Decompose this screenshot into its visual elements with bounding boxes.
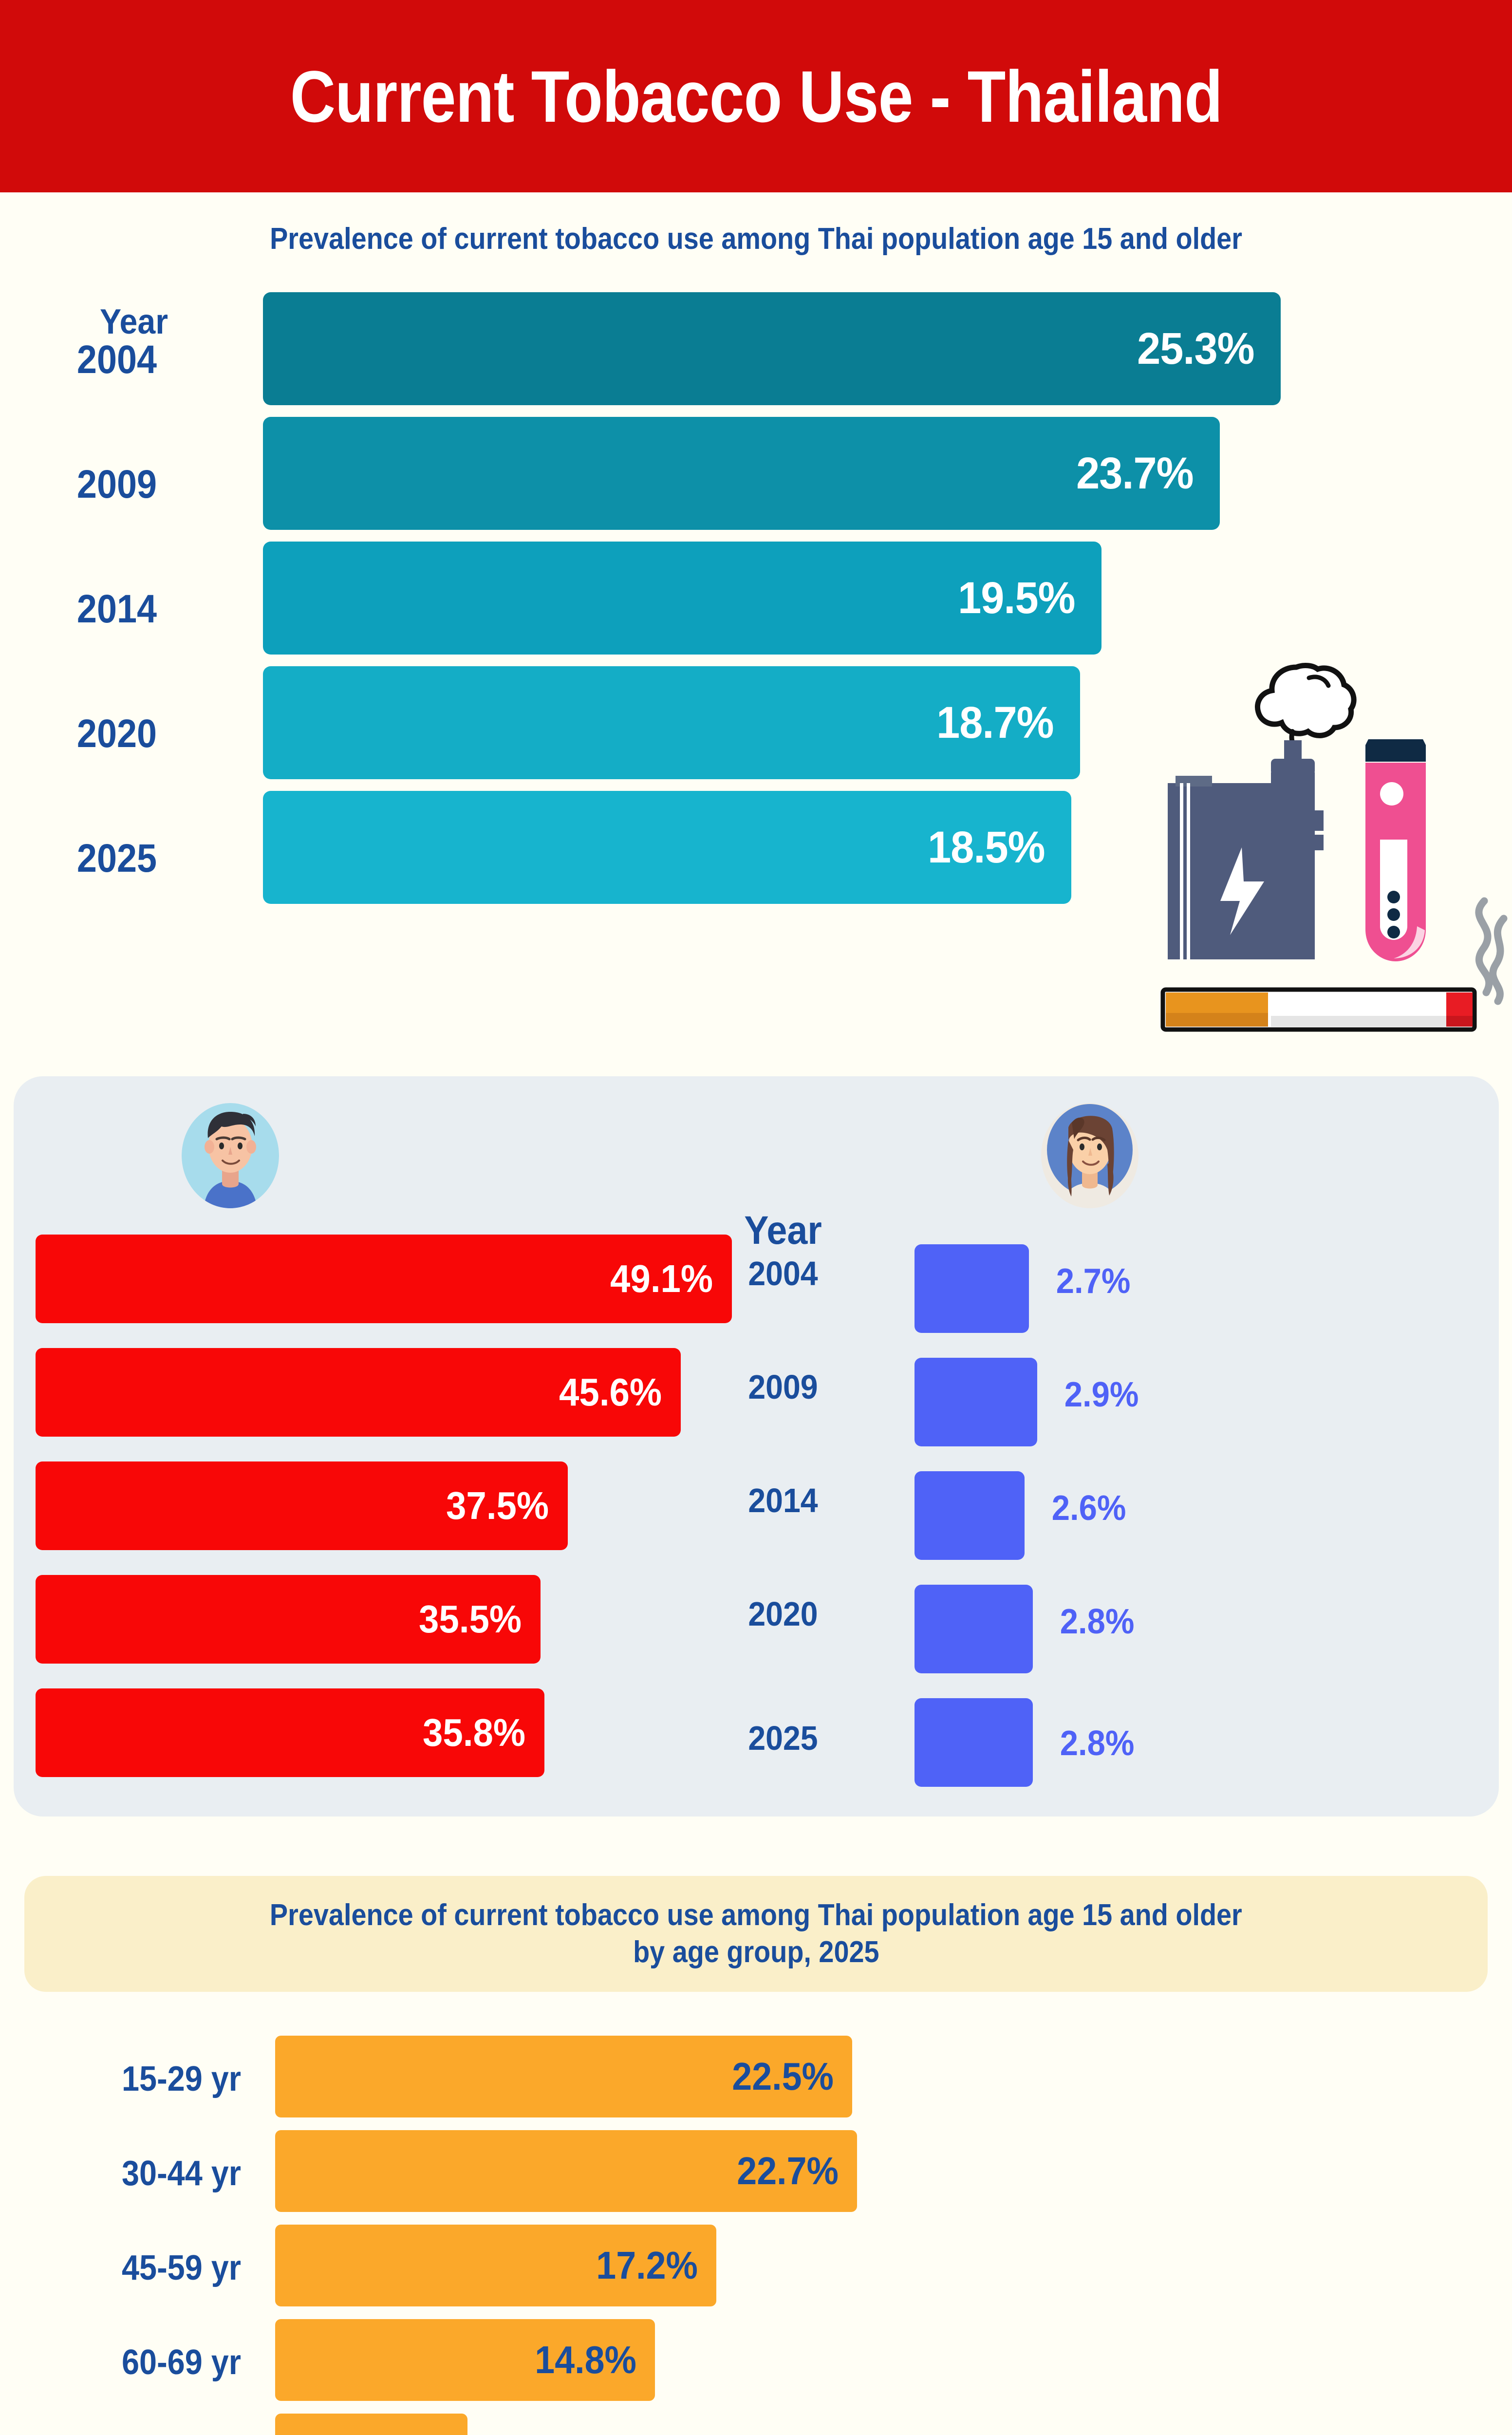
age-label-60-69: 60-69 yr — [122, 2343, 241, 2382]
page-title: Current Tobacco Use - Thailand — [290, 55, 1222, 137]
female-avatar — [1041, 1103, 1139, 1208]
overall-year-label-2020: 2020 — [76, 712, 157, 756]
overall-year-label-2025: 2025 — [76, 836, 157, 880]
female-value-2025: 2.8% — [1060, 1724, 1135, 1763]
age-group-banner-line2: by age group, 2025 — [633, 1935, 879, 1969]
table-row: 60-69 yr 14.8% — [0, 2319, 1512, 2414]
table-row: 70-79 yr 7.5% — [0, 2414, 1512, 2435]
female-bar-2020 — [915, 1585, 1033, 1673]
age-group-banner-line1: Prevalence of current tobacco use among … — [270, 1898, 1242, 1932]
vape-cigarette-illustration — [1125, 628, 1510, 1057]
age-bar-15-29: 22.5% — [275, 2036, 852, 2117]
male-value-2009: 45.6% — [559, 1370, 662, 1414]
male-bar-2004: 49.1% — [36, 1235, 732, 1323]
age-bar-30-44: 22.7% — [275, 2130, 857, 2212]
gender-year-label-2014: 2014 — [748, 1481, 818, 1519]
gender-year-label-2009: 2009 — [748, 1368, 818, 1406]
age-group-banner: Prevalence of current tobacco use among … — [24, 1876, 1488, 1992]
female-bar-2014 — [915, 1471, 1025, 1560]
table-row: 2020 18.7% — [0, 666, 1512, 796]
male-value-2025: 35.8% — [423, 1711, 526, 1754]
table-row: 35.5% 2020 2.8% — [14, 1575, 1499, 1688]
male-bar-2009: 45.6% — [36, 1348, 681, 1437]
table-row: 45.6% 2009 2.9% — [14, 1348, 1499, 1461]
male-bar-2020: 35.5% — [36, 1575, 541, 1664]
age-label-45-59: 45-59 yr — [122, 2248, 241, 2287]
overall-bar-2020: 18.7% — [263, 666, 1080, 779]
table-row: 37.5% 2014 2.6% — [14, 1461, 1499, 1574]
overall-bar-2025: 18.5% — [263, 791, 1071, 904]
lightning-bolt-icon — [1220, 847, 1264, 935]
table-row: 2025 18.5% — [0, 791, 1512, 920]
male-value-2004: 49.1% — [610, 1257, 713, 1300]
age-value-30-44: 22.7% — [737, 2149, 839, 2192]
overall-bar-2014: 19.5% — [263, 542, 1101, 655]
table-row: 15-29 yr 22.5% — [0, 2036, 1512, 2130]
table-row: 49.1% 2004 2.7% — [14, 1235, 1499, 1348]
overall-value-2025: 18.5% — [928, 822, 1045, 872]
age-value-15-29: 22.5% — [732, 2055, 834, 2098]
male-value-2014: 37.5% — [446, 1484, 549, 1527]
gender-year-label-2025: 2025 — [748, 1719, 818, 1757]
age-label-30-44: 30-44 yr — [122, 2154, 241, 2193]
table-row: 30-44 yr 22.7% — [0, 2130, 1512, 2225]
overall-year-label-2014: 2014 — [76, 587, 157, 631]
header-banner: Current Tobacco Use - Thailand — [0, 0, 1512, 192]
female-value-2014: 2.6% — [1051, 1489, 1126, 1528]
male-avatar — [182, 1103, 279, 1208]
table-row: 2009 23.7% — [0, 417, 1512, 546]
female-value-2009: 2.9% — [1064, 1375, 1139, 1414]
overall-year-label-2004: 2004 — [76, 337, 157, 382]
age-value-70-79: 7.5% — [368, 2432, 463, 2435]
female-value-2020: 2.8% — [1060, 1602, 1135, 1641]
table-row: 2004 25.3% — [0, 292, 1512, 422]
male-bar-2025: 35.8% — [36, 1688, 544, 1777]
overall-value-2004: 25.3% — [1137, 323, 1254, 374]
overall-trend-chart: Year 2004 25.3% 2009 23.7% 2014 19.5% 20… — [0, 292, 1512, 1062]
age-bar-70-79: 7.5% — [275, 2414, 467, 2435]
gender-comparison-panel: Year 49.1% 2004 2.7% 45.6% 2009 2.9% 37.… — [14, 1076, 1499, 1817]
overall-value-2014: 19.5% — [958, 573, 1075, 623]
vapor-cloud-icon — [1255, 663, 1357, 738]
female-bar-2004 — [915, 1244, 1029, 1333]
overall-bar-2009: 23.7% — [263, 417, 1220, 530]
age-value-60-69: 14.8% — [535, 2338, 637, 2381]
overall-year-label-2009: 2009 — [76, 462, 157, 506]
overall-chart-subtitle: Prevalence of current tobacco use among … — [270, 222, 1242, 256]
table-row: 2014 19.5% — [0, 542, 1512, 671]
age-value-45-59: 17.2% — [596, 2244, 698, 2287]
gender-year-label-2004: 2004 — [748, 1255, 818, 1292]
age-bar-60-69: 14.8% — [275, 2319, 655, 2401]
table-row: 45-59 yr 17.2% — [0, 2225, 1512, 2319]
age-bar-45-59: 17.2% — [275, 2225, 716, 2306]
age-group-chart: 15-29 yr 22.5% 30-44 yr 22.7% 45-59 yr 1… — [0, 2036, 1512, 2435]
female-bar-2025 — [915, 1698, 1033, 1787]
female-bar-2009 — [915, 1358, 1037, 1446]
age-label-15-29: 15-29 yr — [122, 2060, 241, 2098]
overall-value-2020: 18.7% — [936, 697, 1054, 748]
gender-year-label-2020: 2020 — [748, 1595, 818, 1633]
overall-bar-2004: 25.3% — [263, 292, 1281, 405]
gender-year-axis-header: Year — [744, 1208, 822, 1253]
overall-year-axis-header: Year — [100, 302, 168, 341]
male-bar-2014: 37.5% — [36, 1461, 568, 1550]
female-value-2004: 2.7% — [1056, 1262, 1131, 1301]
table-row: 35.8% 2025 2.8% — [14, 1688, 1499, 1801]
male-value-2020: 35.5% — [419, 1597, 522, 1641]
overall-value-2009: 23.7% — [1076, 448, 1194, 498]
